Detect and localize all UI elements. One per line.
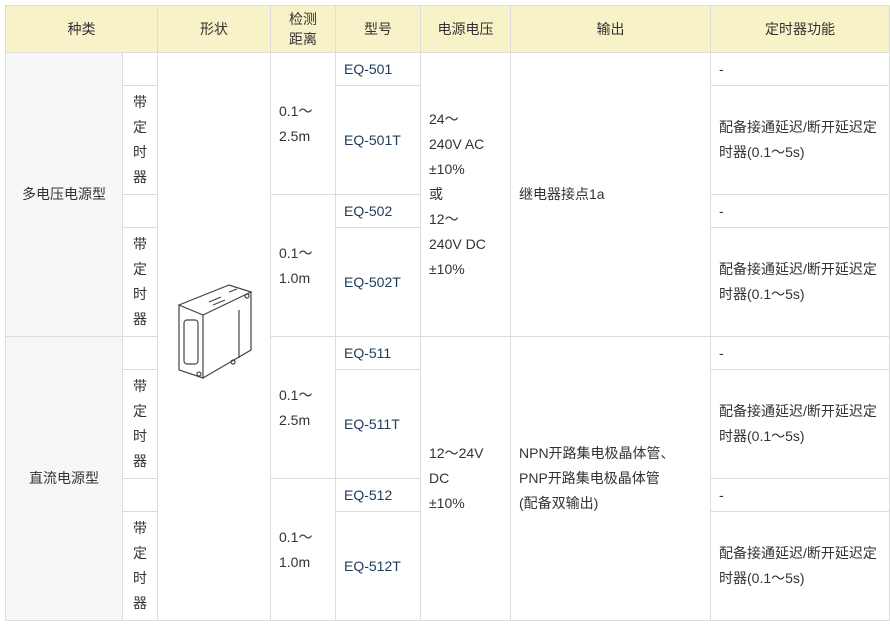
timer-cell: 配备接通延迟/断开延迟定时器(0.1～5s) [710, 511, 890, 621]
photoelectric-sensor-image [177, 284, 253, 379]
spec-table: 种类 形状 检测 距离 型号 电源电压 输出 定时器功能 多电压电源型 0.1～… [5, 5, 890, 621]
timer-flag: 带 定 时 器 [122, 227, 158, 337]
timer-flag-empty [122, 336, 158, 370]
timer-cell: 配备接通延迟/断开延迟定时器(0.1～5s) [710, 227, 890, 337]
model-cell: EQ-511T [335, 369, 421, 479]
distance-cell: 0.1～ 2.5m [270, 336, 336, 479]
model-cell: EQ-501T [335, 85, 421, 195]
header-distance: 检测 距离 [270, 5, 336, 53]
timer-flag-empty [122, 478, 158, 512]
model-cell: EQ-501 [335, 52, 421, 86]
timer-cell: - [710, 194, 890, 228]
timer-cell: - [710, 478, 890, 512]
header-voltage: 电源电压 [420, 5, 511, 53]
table-row: 多电压电源型 0.1～ 2.5m EQ-501 24～ 240V AC ±10%… [5, 52, 890, 621]
model-cell: EQ-502T [335, 227, 421, 337]
header-shape: 形状 [157, 5, 271, 53]
distance-cell: 0.1～ 2.5m [270, 52, 336, 195]
header-model: 型号 [335, 5, 421, 53]
distance-cell: 0.1～ 1.0m [270, 478, 336, 621]
model-cell: EQ-512 [335, 478, 421, 512]
timer-flag-empty [122, 194, 158, 228]
table-row: 直流电源型 0.1～ 2.5m EQ-511 12～24V DC ±10% NP… [5, 336, 890, 621]
timer-cell: 配备接通延迟/断开延迟定时器(0.1～5s) [710, 85, 890, 195]
shape-cell [157, 52, 271, 621]
timer-flag: 带 定 时 器 [122, 85, 158, 195]
timer-flag: 带 定 时 器 [122, 511, 158, 621]
output-cell: 继电器接点1a [510, 52, 711, 337]
table-row: 带 定 时 器 EQ-501T 配备接通延迟/断开延迟定时器(0.1～5s) [6, 85, 890, 195]
header-row: 种类 形状 检测 距离 型号 电源电压 输出 定时器功能 [5, 5, 890, 53]
table-row: 带 定 时 器 EQ-512T 配备接通延迟/断开延迟定时器(0.1～5s) [6, 511, 890, 621]
timer-cell: - [710, 336, 890, 370]
output-cell: NPN开路集电极晶体管、 PNP开路集电极晶体管 (配备双输出) [510, 336, 711, 621]
header-output: 输出 [510, 5, 711, 53]
voltage-cell: 12～24V DC ±10% [420, 336, 511, 621]
timer-flag: 带 定 时 器 [122, 369, 158, 479]
header-type: 种类 [5, 5, 158, 53]
model-cell: EQ-511 [335, 336, 421, 370]
table-row: 0.1～ 1.0m EQ-512 - [6, 478, 890, 621]
timer-flag-empty [122, 52, 158, 86]
timer-cell: - [710, 52, 890, 86]
table-row: 带 定 时 器 EQ-502T 配备接通延迟/断开延迟定时器(0.1～5s) [6, 227, 890, 337]
header-timer: 定时器功能 [710, 5, 890, 53]
timer-cell: 配备接通延迟/断开延迟定时器(0.1～5s) [710, 369, 890, 479]
voltage-cell: 24～ 240V AC ±10% 或 12～ 240V DC ±10% [420, 52, 511, 337]
model-cell: EQ-512T [335, 511, 421, 621]
table-row: 带 定 时 器 EQ-511T 配备接通延迟/断开延迟定时器(0.1～5s) [6, 369, 890, 479]
type-cell: 多电压电源型 [5, 52, 123, 337]
model-cell: EQ-502 [335, 194, 421, 228]
type-cell: 直流电源型 [5, 336, 123, 621]
distance-cell: 0.1～ 1.0m [270, 194, 336, 337]
